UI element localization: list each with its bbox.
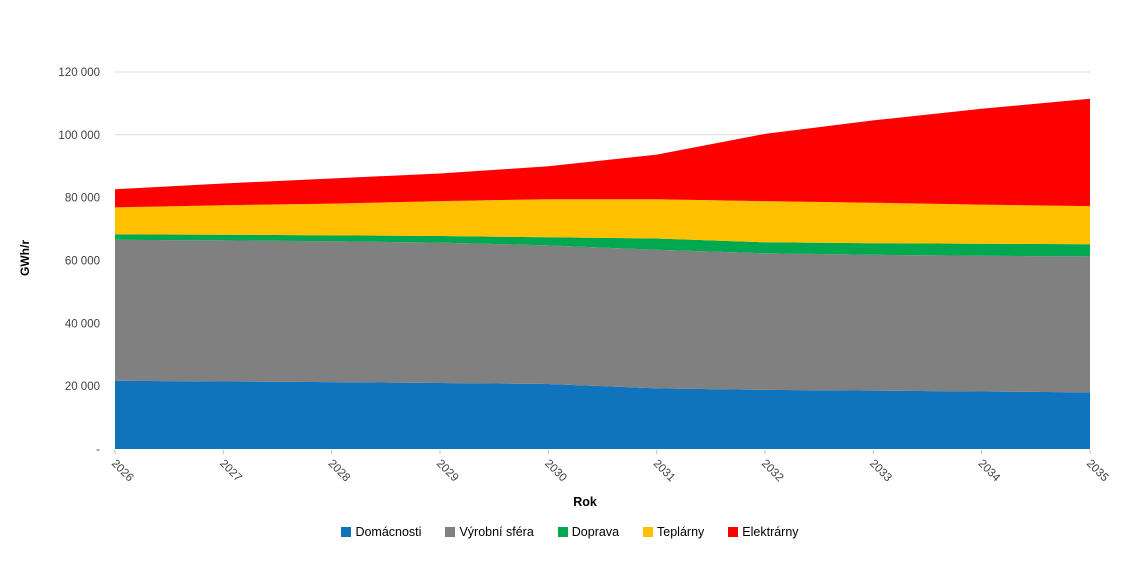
y-tick-label: 40 000	[65, 318, 100, 330]
x-tick-label: 2026	[109, 458, 136, 485]
x-axis-title: Rok	[573, 495, 597, 509]
legend-swatch-teplarny	[643, 527, 654, 537]
legend-label: Výrobní sféra	[459, 525, 534, 539]
legend-label: Elektrárny	[742, 525, 799, 539]
x-tick-label: 2034	[976, 458, 1003, 485]
area-teplarny	[115, 199, 1090, 245]
y-tick-label: 60 000	[65, 256, 100, 268]
y-tick-label: -	[96, 444, 100, 456]
legend-item-doprava: Doprava	[557, 525, 620, 539]
legend-swatch-vyrobni-sfera	[445, 527, 456, 537]
legend-swatch-domacnosti	[341, 527, 352, 537]
y-axis-title: GWh/r	[18, 240, 32, 276]
legend-swatch-doprava	[557, 527, 568, 537]
y-tick-label: 80 000	[65, 193, 100, 205]
x-tick-label: 2027	[217, 458, 244, 485]
legend-item-elektrarny: Elektrárny	[728, 525, 799, 539]
legend-item-teplarny: Teplárny	[643, 525, 704, 539]
legend-swatch-elektrarny	[728, 527, 739, 537]
legend-label: Domácnosti	[355, 525, 422, 539]
legend-label: Doprava	[571, 525, 620, 539]
area-elektrarny	[115, 98, 1090, 208]
x-tick-label: 2031	[651, 458, 678, 485]
y-tick-label: 20 000	[65, 381, 100, 393]
x-tick-label: 2033	[867, 458, 894, 485]
x-tick-label: 2029	[434, 458, 461, 485]
y-tick-label: 100 000	[58, 130, 100, 142]
legend: Domácnosti Výrobní sféra Doprava Teplárny El…	[0, 525, 1140, 539]
x-tick-label: 2028	[326, 458, 353, 485]
area-vyrobni-sfera	[115, 239, 1090, 393]
area-doprava	[115, 234, 1090, 257]
legend-label: Teplárny	[657, 525, 705, 539]
y-tick-label: 120 000	[58, 67, 100, 79]
x-tick-label: 2032	[759, 458, 786, 485]
area-domacnosti	[115, 380, 1090, 449]
legend-item-domacnosti: Domácnosti	[341, 525, 421, 539]
legend-item-vyrobni-sfera: Výrobní sféra	[445, 525, 534, 539]
x-tick-label: 2030	[542, 458, 569, 485]
x-tick-label: 2035	[1084, 458, 1111, 485]
